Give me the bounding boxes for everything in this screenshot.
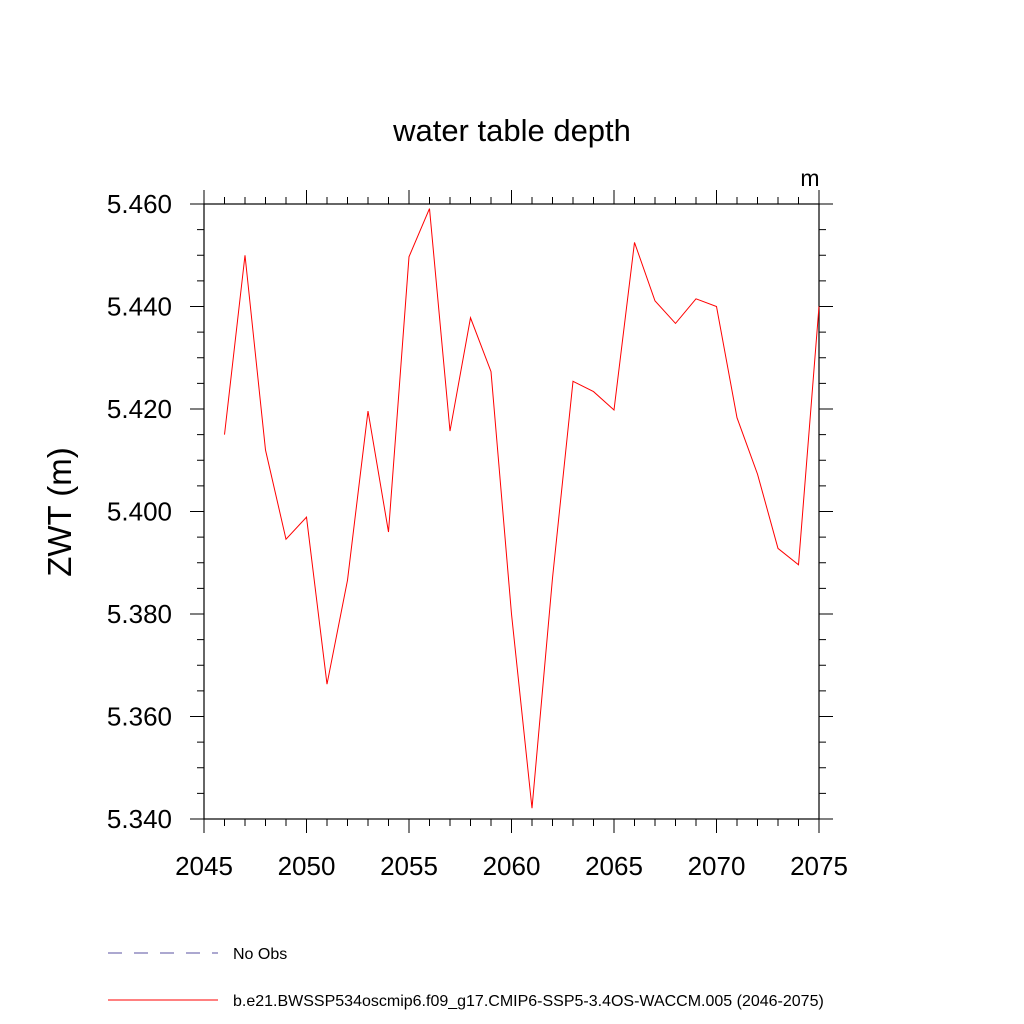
x-tick-label: 2045 (175, 851, 233, 881)
series-line-0 (224, 208, 820, 809)
y-tick-label: 5.460 (107, 189, 172, 219)
x-tick-label: 2055 (380, 851, 438, 881)
legend: No Obs b.e21.BWSSP534oscmip6.f09_g17.CMI… (108, 946, 824, 1010)
x-axis-tick-labels: 2045 2050 2055 2060 2065 2070 2075 (175, 851, 848, 881)
chart-title: water table depth (392, 113, 631, 148)
series-layer (224, 208, 820, 809)
y-tick-label: 5.380 (107, 599, 172, 629)
x-tick-label: 2050 (278, 851, 336, 881)
y-axis-tick-labels: 5.340 5.360 5.380 5.400 5.420 5.440 5.460 (107, 189, 172, 834)
units-label: m (800, 165, 819, 191)
y-tick-label: 5.420 (107, 394, 172, 424)
y-tick-label: 5.440 (107, 292, 172, 322)
y-tick-label: 5.360 (107, 702, 172, 732)
x-tick-label: 2070 (688, 851, 746, 881)
y-axis-ticks (190, 203, 833, 820)
legend-label-no-obs: No Obs (233, 946, 287, 963)
x-tick-label: 2060 (483, 851, 541, 881)
x-tick-label: 2075 (790, 851, 848, 881)
plot-frame (203, 203, 820, 820)
x-tick-label: 2065 (585, 851, 643, 881)
x-axis-ticks (203, 190, 820, 833)
y-axis-label: ZWT (m) (41, 447, 78, 577)
y-tick-label: 5.340 (107, 804, 172, 834)
y-tick-label: 5.400 (107, 497, 172, 527)
legend-label-model-run: b.e21.BWSSP534oscmip6.f09_g17.CMIP6-SSP5… (233, 993, 824, 1010)
